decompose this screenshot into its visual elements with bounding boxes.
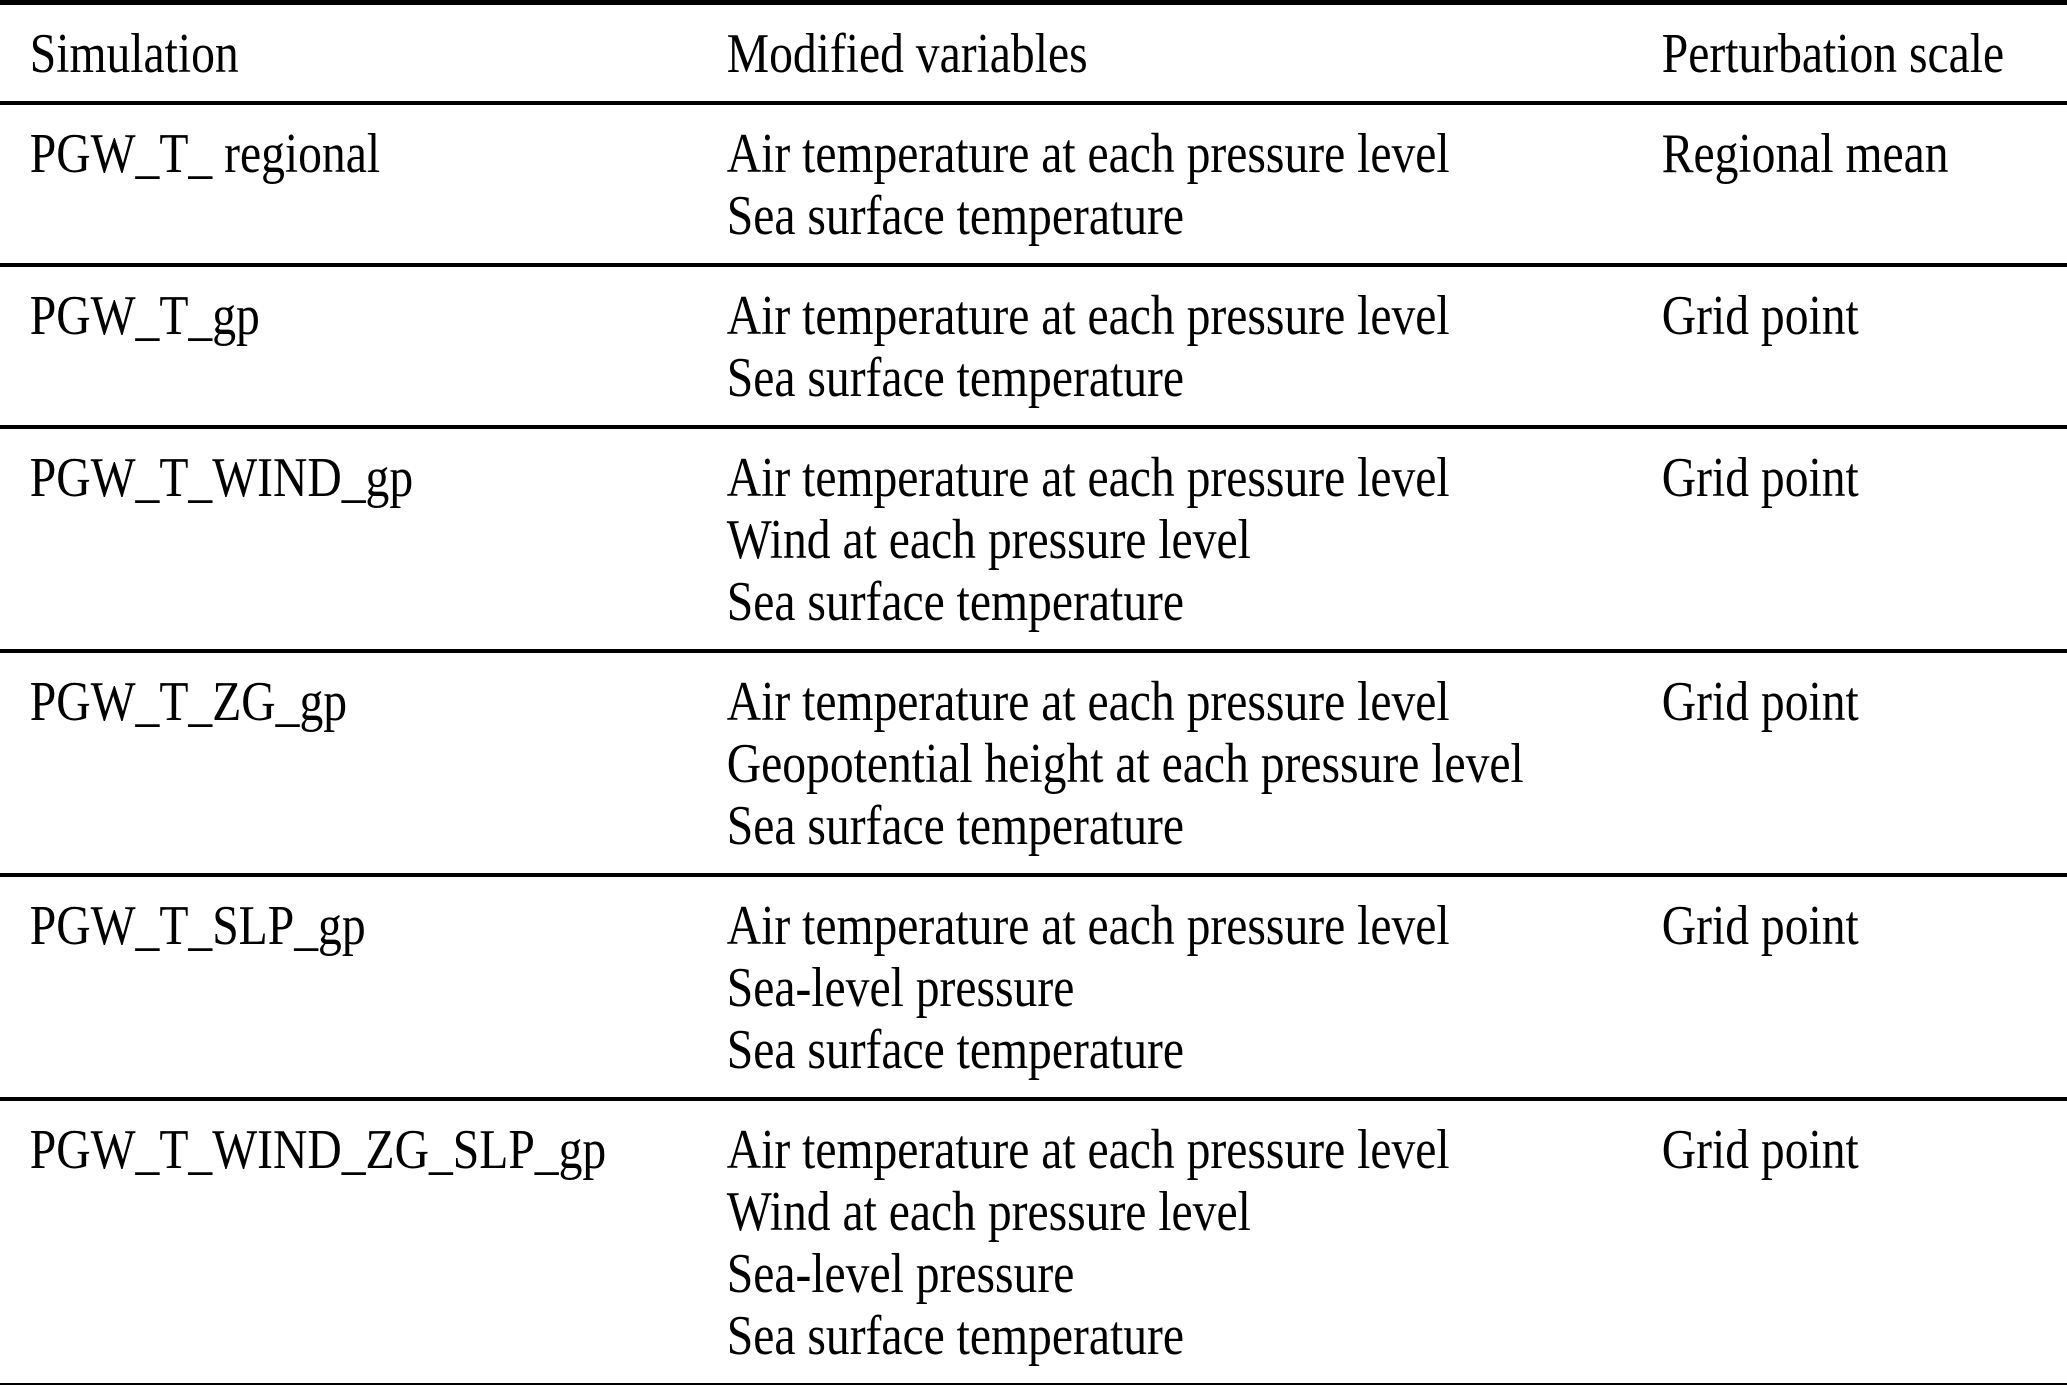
modified-variables-cell: Air temperature at each pressure level Wi… [697,425,1632,651]
simulation-cell: PGW_T_ZG_gp [0,649,697,875]
variable-line: Sea-level pressure [726,957,1075,1019]
modified-variables-cell: Air temperature at each pressure level Ge… [697,649,1632,875]
variable-line: Sea-level pressure [726,1243,1075,1305]
simulation-cell: PGW_T_SLP_gp [0,873,697,1099]
table-row: PGW_T_ regional Air temperature at each … [0,103,2067,265]
simulation-cell: PGW_T_gp [0,263,697,427]
variable-line: Sea surface temperature [726,571,1184,633]
perturbation-scale-cell: Grid point [1632,263,2067,427]
table-row: PGW_T_ZG_gp Air temperature at each pres… [0,649,2067,875]
table-row: PGW_T_WIND_ZG_SLP_gp Air temperature at … [0,1097,2067,1385]
modified-variables-cell: Air temperature at each pressure level Se… [697,873,1632,1099]
perturbation-scale-cell: Grid point [1632,425,2067,651]
table-row: PGW_T_gp Air temperature at each pressur… [0,263,2067,427]
variable-line: Air temperature at each pressure level [726,285,1450,347]
column-header-modified-variables: Modified variables [697,2,1632,105]
variable-line: Air temperature at each pressure level [726,1119,1450,1181]
modified-variables-cell: Air temperature at each pressure level Se… [697,103,1632,265]
perturbation-scale-cell: Grid point [1632,873,2067,1099]
perturbation-scale-cell: Regional mean [1661,123,1949,185]
variable-line: Sea surface temperature [726,1019,1184,1081]
modified-variables-cell: Air temperature at each pressure level Se… [697,263,1632,427]
variable-line: Air temperature at each pressure level [726,447,1450,509]
variable-line: Geopotential height at each pressure lev… [726,733,1524,795]
variable-line: Sea surface temperature [726,795,1184,857]
variable-line: Sea surface temperature [726,347,1184,409]
table-row: PGW_T_WIND_gp Air temperature at each pr… [0,425,2067,651]
variable-line: Wind at each pressure level [726,509,1251,571]
perturbation-scale-cell: Grid point [1632,649,2067,875]
simulation-cell: PGW_T_WIND_ZG_SLP_gp [0,1097,697,1385]
simulation-cell: PGW_T_ regional [29,123,381,185]
variable-line: Sea surface temperature [726,1305,1184,1367]
perturbation-scale-cell: Grid point [1632,1097,2067,1385]
column-header-simulation: Simulation [0,2,697,105]
variable-line: Sea surface temperature [726,185,1184,247]
table-row: PGW_T_SLP_gp Air temperature at each pre… [0,873,2067,1099]
header-row: Simulation Modified variables Perturbati… [0,2,2067,105]
variable-line: Air temperature at each pressure level [726,895,1450,957]
column-header-perturbation-scale: Perturbation scale [1632,2,2067,105]
variable-line: Air temperature at each pressure level [726,123,1450,185]
variable-line: Wind at each pressure level [726,1181,1251,1243]
modified-variables-cell: Air temperature at each pressure level Wi… [697,1097,1632,1385]
simulation-cell: PGW_T_WIND_gp [0,425,697,651]
variable-line: Air temperature at each pressure level [726,671,1450,733]
